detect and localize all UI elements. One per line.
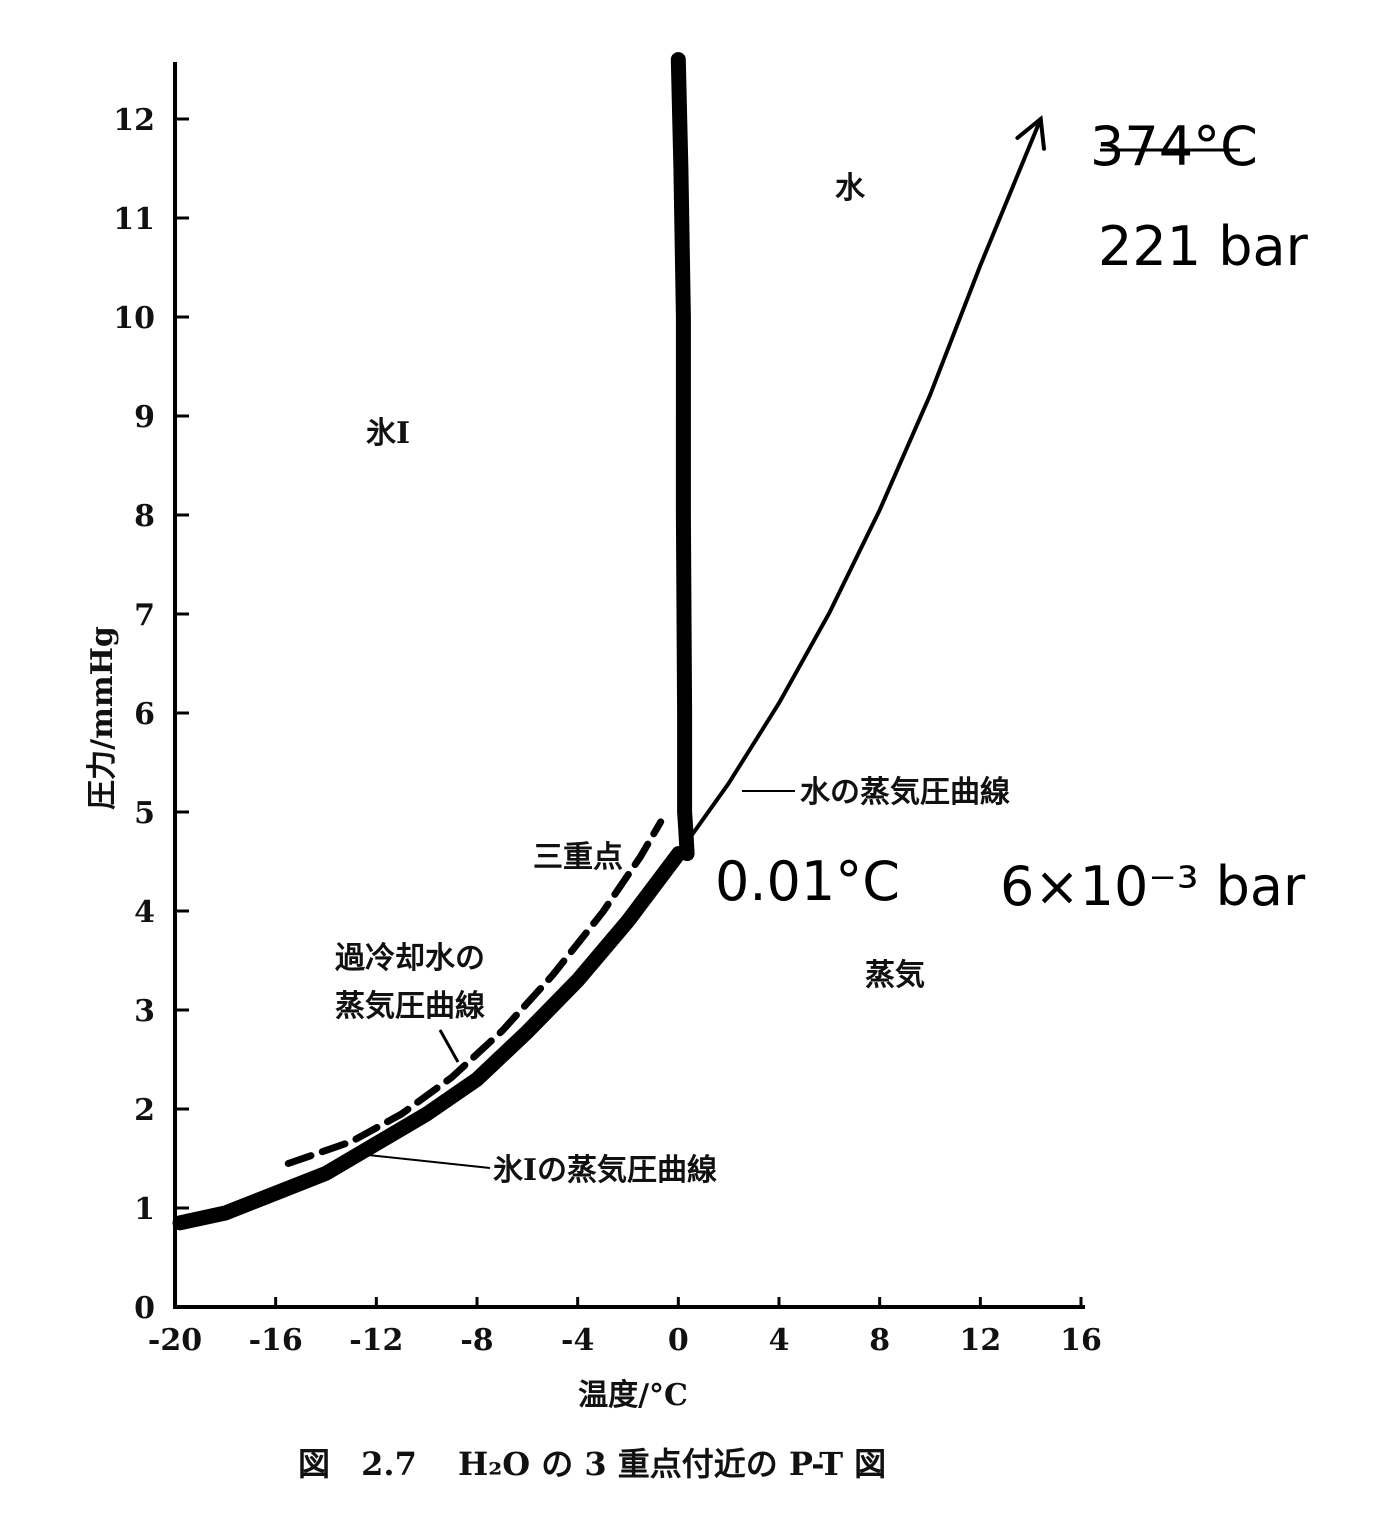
region-label-vapor: 蒸気 xyxy=(865,958,925,993)
x-tick-label: 8 xyxy=(869,1323,890,1358)
x-tick-label: -20 xyxy=(148,1323,202,1358)
y-tick-label: 3 xyxy=(134,994,155,1029)
y-tick-label: 4 xyxy=(134,895,155,930)
handwritten-critical-temp: 374°C xyxy=(1090,115,1258,178)
x-ticks: -20 -16 -12 -8 -4 0 4 8 12 16 xyxy=(148,1297,1102,1358)
series-line xyxy=(172,846,687,1231)
region-label-ice: 氷Ⅰ xyxy=(366,416,410,451)
y-tick-label: 10 xyxy=(113,301,155,336)
region-label-water: 水 xyxy=(835,171,866,206)
handwritten-critical-pressure: 221 bar xyxy=(1098,215,1309,278)
y-tick-label: 7 xyxy=(134,598,155,633)
series-line xyxy=(670,52,695,862)
y-tick-label: 5 xyxy=(134,796,155,831)
supercooled-leader xyxy=(438,1029,460,1063)
y-tick-label: 8 xyxy=(134,499,155,534)
supercooled-label-line1: 過冷却水の xyxy=(335,941,485,976)
series-line xyxy=(676,117,1043,856)
x-tick-label: 12 xyxy=(959,1323,1001,1358)
y-tick-label: 6 xyxy=(134,697,155,732)
curves xyxy=(172,52,1046,1231)
handwritten-triple-pressure: 6×10⁻³ bar xyxy=(1000,855,1306,918)
x-tick-label: -4 xyxy=(561,1323,594,1358)
caption-fig: 図 xyxy=(298,1445,330,1483)
caption-num: 2.7 xyxy=(361,1445,417,1483)
x-tick-label: 16 xyxy=(1060,1323,1102,1358)
series-line xyxy=(284,818,665,1167)
y-tick-label: 0 xyxy=(134,1291,155,1326)
y-axis-title: 圧力/mmHg xyxy=(85,626,120,810)
x-tick-label: 4 xyxy=(769,1323,790,1358)
y-tick-label: 11 xyxy=(113,202,155,237)
ice-curve-leader xyxy=(367,1154,491,1169)
y-tick-label: 2 xyxy=(134,1093,155,1128)
supercooled-label-line2: 蒸気圧曲線 xyxy=(335,989,485,1024)
x-tick-label: -8 xyxy=(460,1323,493,1358)
y-tick-label: 9 xyxy=(134,400,155,435)
water-curve-label: 水の蒸気圧曲線 xyxy=(800,775,1010,810)
x-tick-label: -12 xyxy=(349,1323,403,1358)
caption-text: H₂O の 3 重点付近の P-T 図 xyxy=(458,1445,886,1483)
figure-caption: 図 2.7 H₂O の 3 重点付近の P-T 図 xyxy=(298,1445,886,1483)
x-tick-label: -16 xyxy=(249,1323,303,1358)
y-tick-label: 1 xyxy=(134,1192,155,1227)
handwritten-triple-temp: 0.01°C xyxy=(715,850,900,913)
arrowhead xyxy=(1015,115,1046,151)
y-tick-label: 12 xyxy=(113,103,155,138)
ice-curve-label: 氷Ⅰの蒸気圧曲線 xyxy=(493,1153,717,1188)
x-tick-label: 0 xyxy=(668,1323,689,1358)
triple-point-label: 三重点 xyxy=(533,840,623,875)
x-axis-title: 温度/°C xyxy=(578,1378,688,1413)
